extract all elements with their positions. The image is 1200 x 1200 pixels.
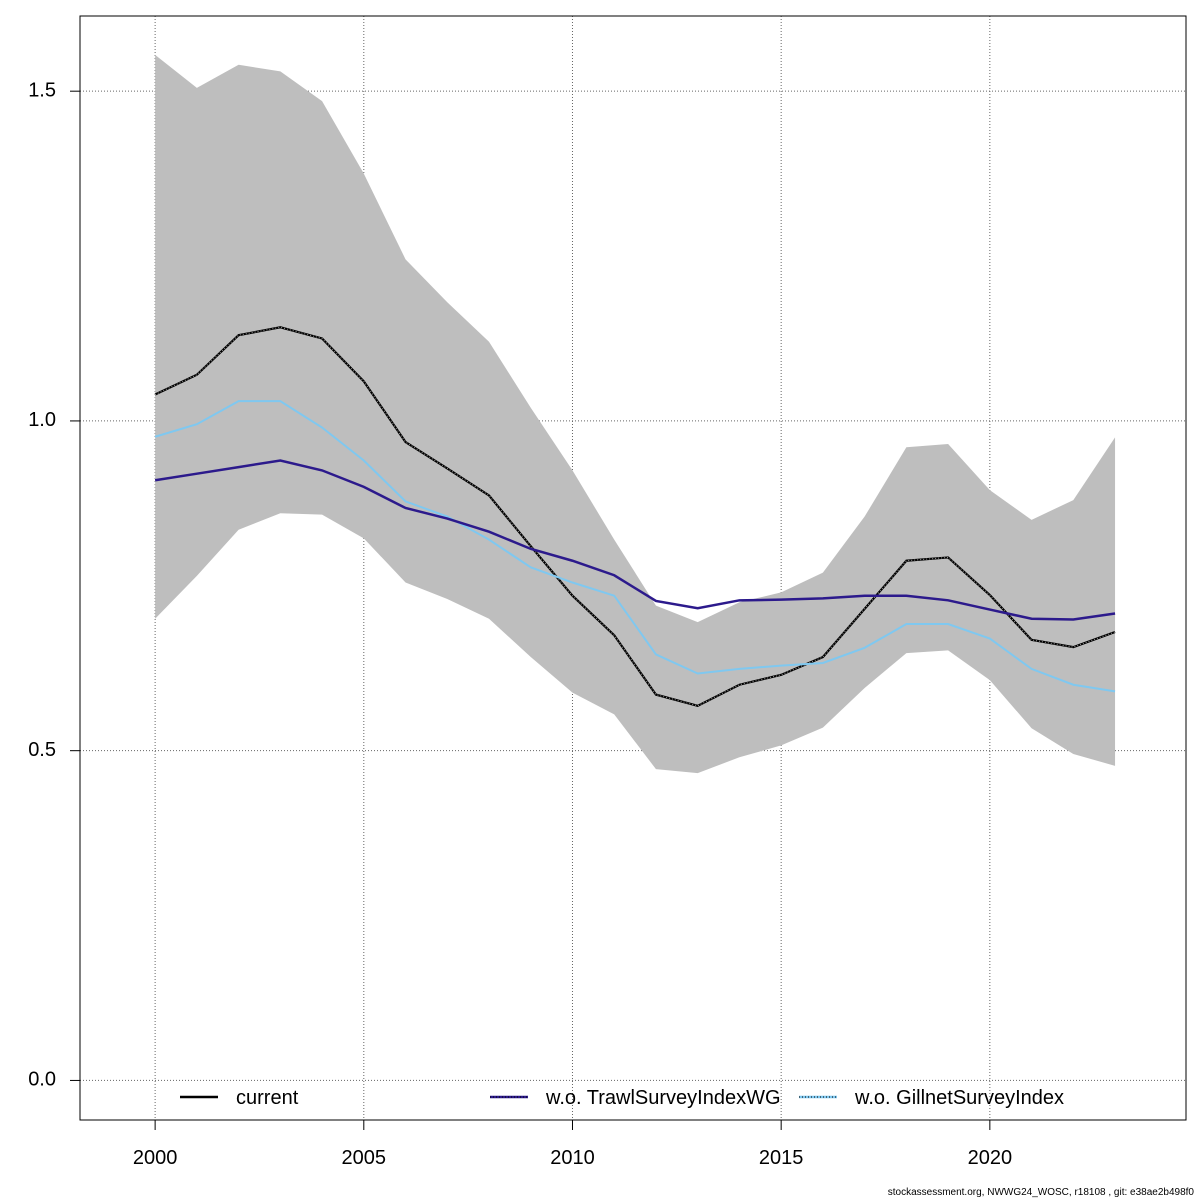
x-tick-label-3: 2015 [759,1147,804,1169]
x-tick-label-4: 2020 [968,1147,1013,1169]
y-tick-label-0: 0.0 [28,1069,56,1091]
x-axis: 2000 2005 2010 2015 2020 [133,1120,1012,1169]
x-tick-label-2: 2010 [550,1147,595,1169]
series-line-gillnet [154,400,1116,693]
legend-label-gillnet: w.o. GillnetSurveyIndex [854,1087,1064,1109]
confidence-band [155,54,1116,774]
legend-label-trawl: w.o. TrawlSurveyIndexWG [545,1087,781,1109]
series-lines [154,326,1116,708]
y-tick-label-2: 1.0 [28,409,56,431]
y-axis: 0.0 0.5 1.0 1.5 [28,79,80,1091]
legend-label-current: current [236,1087,299,1109]
legend: current w.o. TrawlSurveyIndexWG w.o. Gilln… [180,1087,1064,1109]
plot-frame [79,15,1187,1121]
footer-credit: stockassessment.org, NWWG24_WOSC, r18108… [887,1187,1194,1198]
series-line-trawl [154,459,1116,621]
y-tick-label-1: 0.5 [28,739,56,761]
x-tick-label-1: 2005 [342,1147,387,1169]
confidence-band-area [155,54,1116,774]
series-line-current [154,326,1116,708]
x-tick-label-0: 2000 [133,1147,178,1169]
y-tick-label-3: 1.5 [28,79,56,101]
